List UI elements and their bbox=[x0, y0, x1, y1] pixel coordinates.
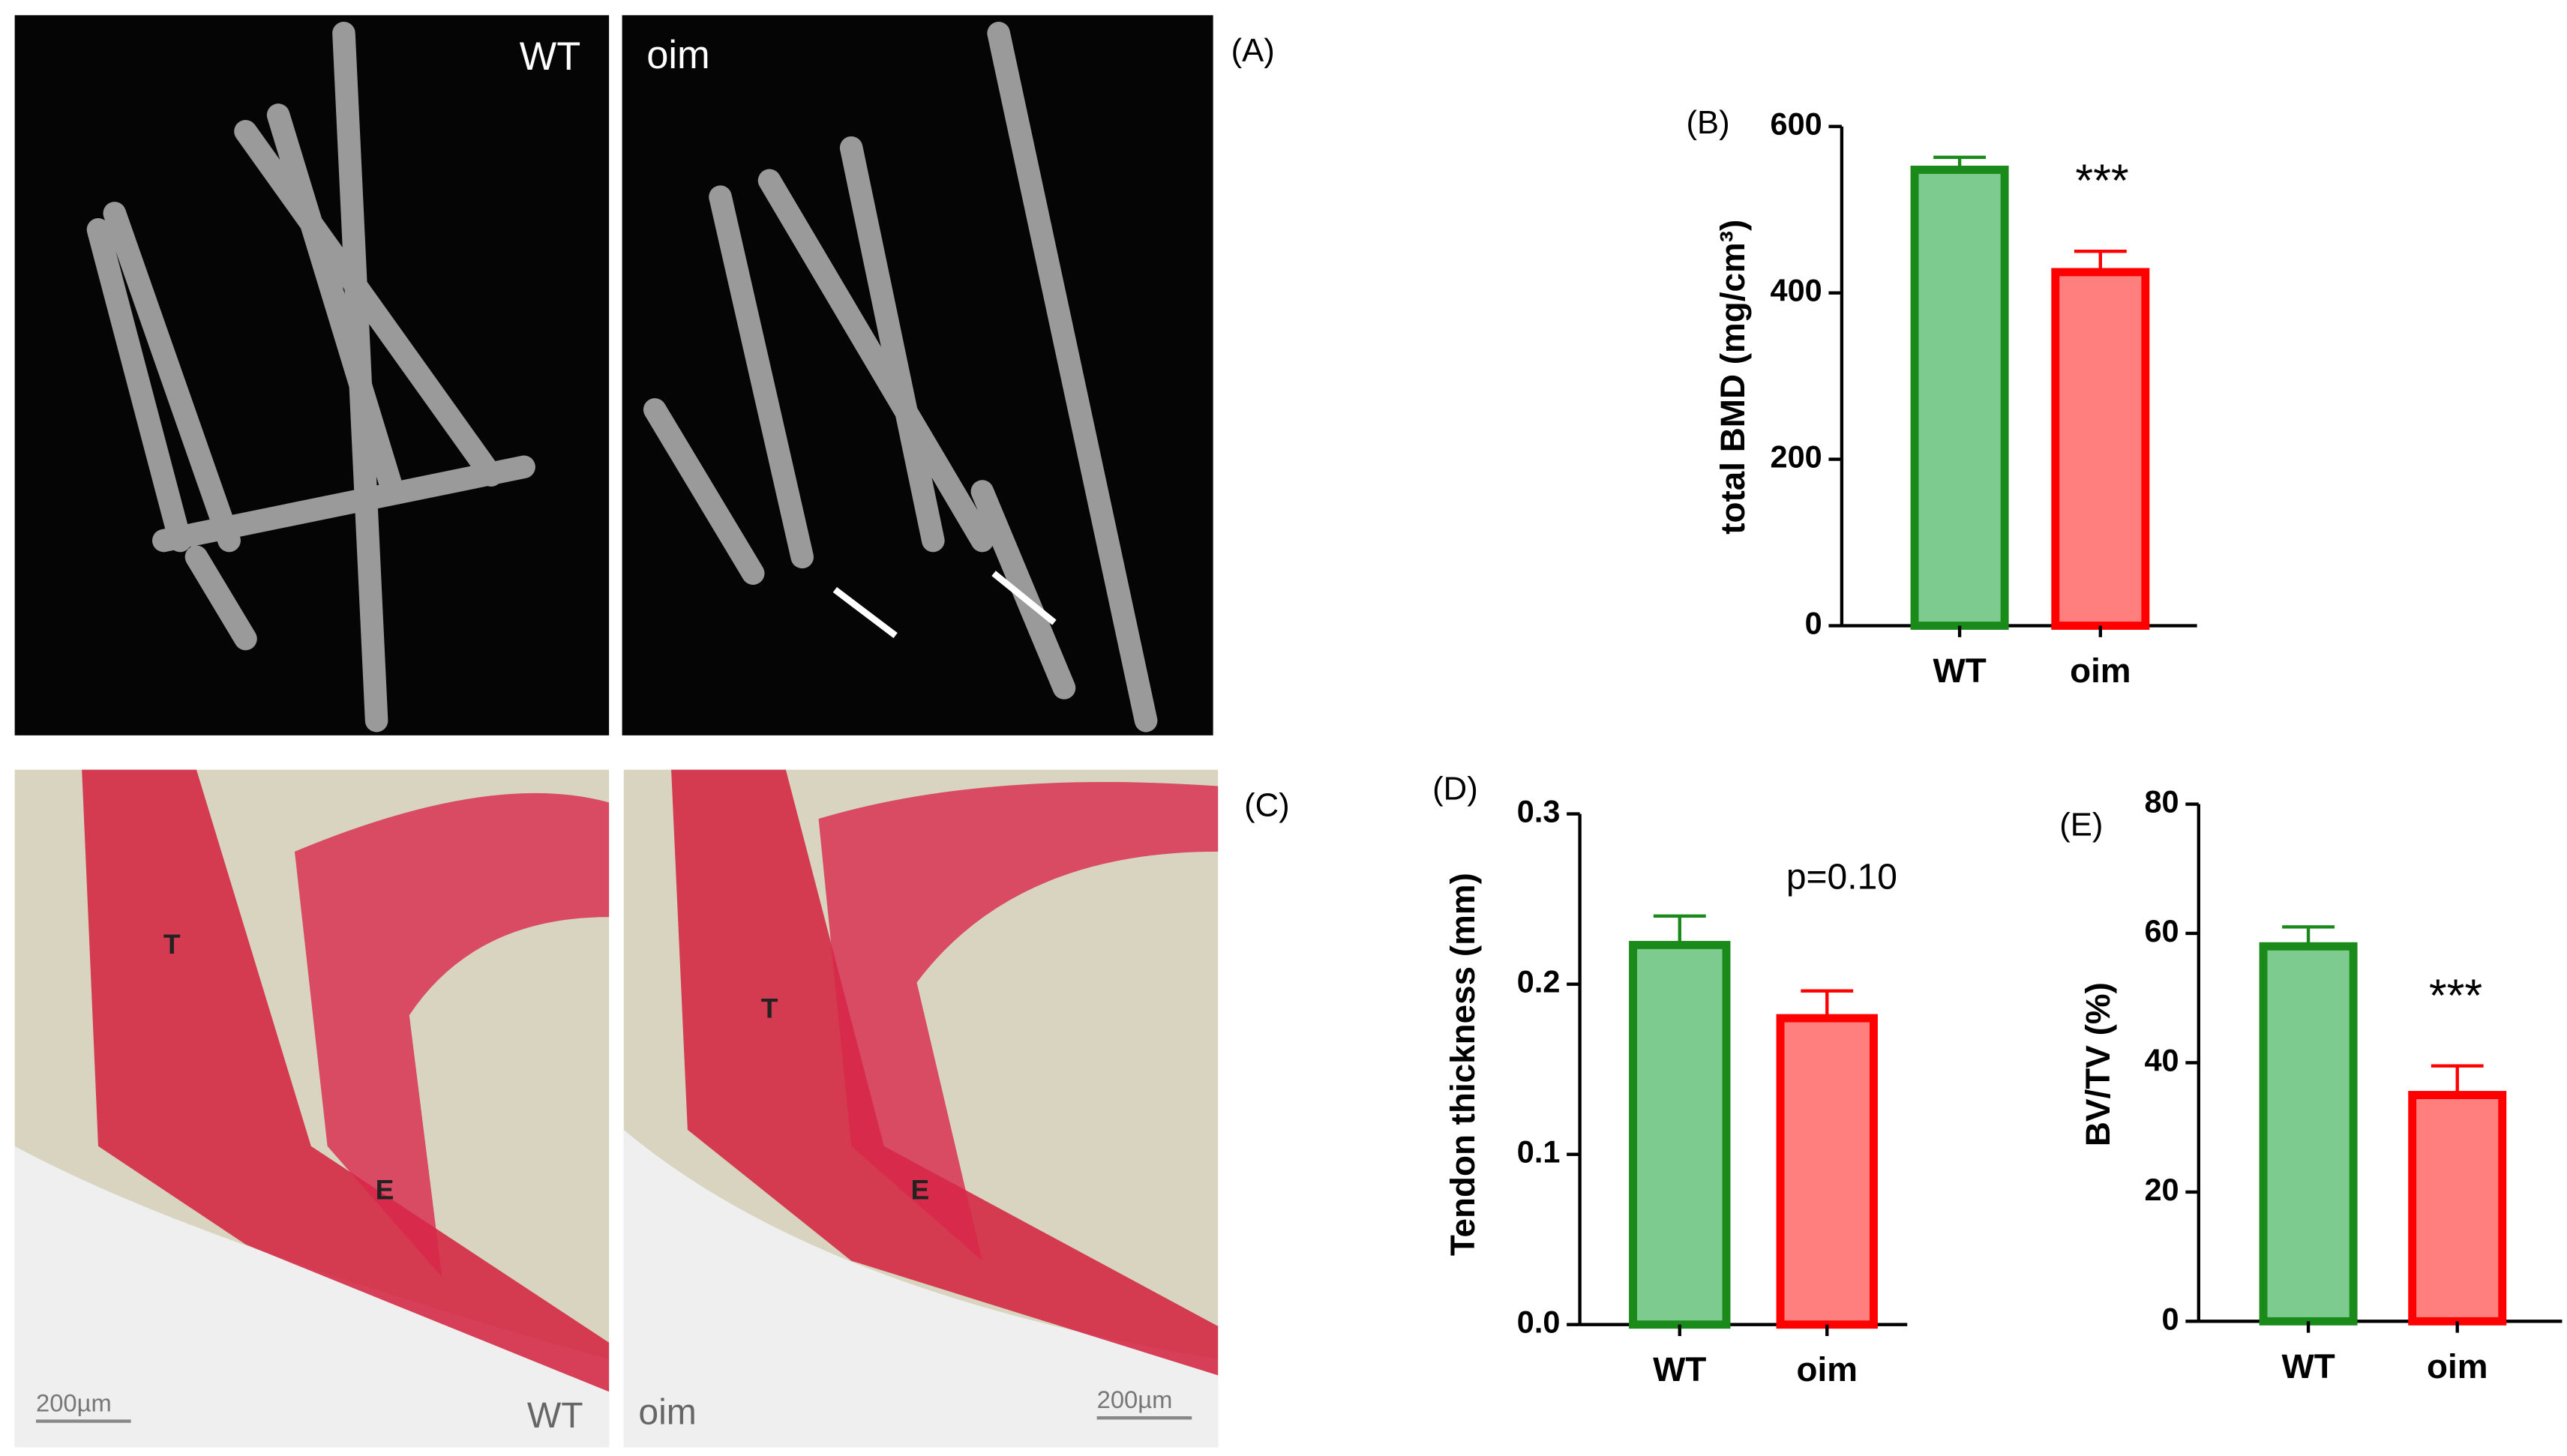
image-label: oim bbox=[646, 34, 709, 77]
x-tick-label: WT bbox=[1653, 1350, 1706, 1389]
bar bbox=[1629, 940, 1731, 1329]
x-tick-label: oim bbox=[2427, 1347, 2488, 1386]
y-tick-label: 0 bbox=[1805, 606, 1822, 641]
bar bbox=[2259, 942, 2358, 1326]
scale-bar-label: 200µm bbox=[36, 1389, 112, 1416]
bar bbox=[2408, 1091, 2507, 1326]
y-tick-label: 0.1 bbox=[1517, 1134, 1561, 1170]
y-tick-label: 0.2 bbox=[1517, 964, 1561, 999]
axis-label: BV/TV (%) bbox=[2079, 982, 2117, 1146]
panel-label: (E) bbox=[2059, 807, 2103, 843]
bar bbox=[2051, 268, 2150, 631]
y-tick-label: 0 bbox=[2162, 1301, 2179, 1336]
y-tick-label: 600 bbox=[1771, 106, 1822, 142]
image-label: WT bbox=[520, 35, 580, 79]
image-label: T bbox=[163, 928, 181, 960]
x-tick-label: WT bbox=[1933, 652, 1986, 690]
y-tick-label: 0.3 bbox=[1517, 794, 1561, 829]
y-tick-label: 20 bbox=[2144, 1172, 2179, 1207]
histology-images bbox=[14, 769, 1219, 1448]
axis-label: Tendon thickness (mm) bbox=[1444, 873, 1482, 1256]
scale-bar-label: 200µm bbox=[1097, 1386, 1173, 1413]
y-tick-label: 40 bbox=[2144, 1042, 2179, 1077]
bar bbox=[1776, 1014, 1878, 1329]
x-tick-label: oim bbox=[1797, 1350, 1858, 1389]
arrows bbox=[832, 571, 1057, 639]
axis-label: total BMD (mg/cm³) bbox=[1714, 220, 1752, 535]
panel-label: (D) bbox=[1432, 771, 1478, 807]
image-label: E bbox=[376, 1174, 394, 1206]
image-label: WT bbox=[527, 1396, 583, 1436]
annotation: *** bbox=[2075, 154, 2128, 205]
panel-label: (A) bbox=[1231, 32, 1275, 69]
image-label: oim bbox=[638, 1392, 696, 1432]
y-tick-label: 400 bbox=[1771, 273, 1822, 308]
panel-label: (C) bbox=[1244, 786, 1290, 823]
bones bbox=[86, 22, 1158, 732]
image-label: E bbox=[910, 1174, 929, 1206]
image-label: T bbox=[761, 992, 778, 1023]
ct-wt bbox=[14, 15, 610, 735]
y-tick-label: 80 bbox=[2144, 783, 2179, 819]
bar bbox=[1910, 165, 2009, 631]
y-tick-label: 0.0 bbox=[1517, 1305, 1561, 1340]
x-tick-label: oim bbox=[2070, 652, 2131, 690]
y-tick-label: 60 bbox=[2144, 913, 2179, 948]
annotation: p=0.10 bbox=[1786, 858, 1897, 897]
annotation: *** bbox=[2429, 969, 2482, 1020]
micro-ct-images bbox=[14, 15, 1213, 735]
y-tick-label: 200 bbox=[1771, 439, 1822, 475]
panel-label: (B) bbox=[1687, 104, 1730, 141]
x-tick-label: WT bbox=[2281, 1347, 2335, 1386]
